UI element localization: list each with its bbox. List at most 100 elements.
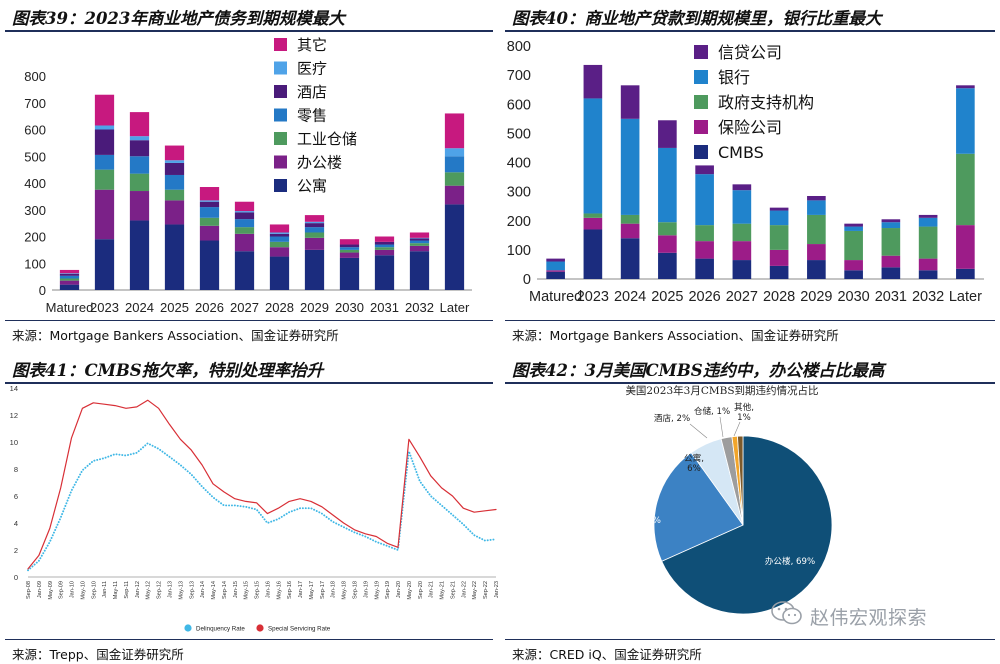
bar-segment	[807, 200, 826, 215]
legend-swatch	[274, 61, 287, 75]
bar-segment	[94, 129, 115, 155]
x-tick-label: 2028	[265, 300, 294, 315]
y-tick-label: 300	[507, 185, 531, 201]
title-rule	[5, 30, 493, 32]
pie-label: 仓储, 1%	[694, 405, 730, 417]
panel-title: 图表41：CMBS拖欠率，特别处理率抬升	[12, 361, 324, 380]
bar-segment	[844, 260, 863, 271]
bar-segment	[59, 278, 80, 281]
x-tick-label: 2032	[912, 289, 944, 305]
bar-segment	[918, 226, 938, 259]
legend-swatch	[694, 145, 708, 159]
bar-segment	[769, 265, 789, 279]
x-tick-label: May-21	[440, 581, 446, 600]
source-text: 来源：Mortgage Bankers Association、国金证券研究所	[12, 328, 339, 343]
bar-segment	[583, 217, 603, 230]
bar-segment	[129, 112, 150, 137]
title-rule	[505, 30, 995, 32]
bar-segment	[339, 244, 360, 248]
y-tick-label: 600	[507, 97, 531, 113]
x-tick-label: May-12	[146, 581, 152, 600]
bar-segment	[956, 225, 975, 269]
legend-swatch	[274, 179, 287, 192]
bar-segment	[129, 220, 150, 290]
bar-segment	[620, 238, 640, 279]
bar-segment	[409, 232, 430, 238]
x-tick-label: May-17	[309, 581, 315, 600]
y-tick-label: 2	[14, 546, 18, 555]
bar-segment	[444, 172, 465, 186]
bar-segment	[129, 136, 150, 141]
panel-cmbs-default-pie: 图表42：3月美国CMBS违约中，办公楼占比最高 美国2023年3月CMBS到期…	[500, 355, 1000, 664]
x-tick-label: Jan-19	[363, 581, 369, 598]
bar-segment	[807, 195, 826, 201]
legend-label: CMBS	[718, 143, 764, 162]
source-rule	[5, 320, 493, 321]
bar-segment	[658, 252, 677, 279]
x-tick-label: Jan-17	[298, 581, 304, 598]
bar-segment	[199, 187, 220, 201]
pie-label: 零售, 22%	[619, 514, 661, 526]
x-tick-label: 2030	[335, 300, 364, 315]
bar-segment	[546, 271, 565, 279]
pie-slice	[661, 435, 833, 615]
x-tick-label: May-19	[374, 581, 380, 600]
bar-segment	[444, 148, 465, 157]
legend-swatch	[694, 120, 708, 134]
bar-segment	[339, 252, 360, 258]
x-tick-label: 2031	[370, 300, 399, 315]
x-tick-label: 2029	[300, 300, 329, 315]
y-tick-label: 100	[507, 243, 531, 259]
legend-label: 政府支持机构	[718, 93, 814, 112]
watermark-text: 赵伟宏观探索	[810, 607, 928, 629]
bar-segment	[695, 241, 714, 259]
bar-segment	[732, 223, 752, 242]
bar-segment	[304, 227, 325, 233]
bar-segment	[807, 214, 826, 245]
legend-swatch	[274, 155, 287, 169]
x-tick-label: Jan-13	[167, 581, 173, 598]
bar-segment	[59, 280, 80, 285]
bar-segment	[918, 214, 938, 218]
bar-segment	[444, 156, 465, 173]
bar-segment	[94, 94, 115, 126]
x-tick-label: Sep-15	[255, 581, 261, 599]
x-tick-label: May-18	[342, 581, 348, 600]
bar-segment	[695, 165, 714, 175]
bar-segment	[881, 255, 901, 268]
bar-segment	[409, 243, 430, 246]
legend-label: 公寓	[297, 177, 327, 195]
bar-segment	[769, 210, 789, 226]
bar-segment	[269, 256, 290, 290]
x-tick-label: Jan-23	[494, 581, 500, 598]
x-tick-label: Sep-19	[385, 581, 391, 599]
bar-segment	[807, 244, 826, 261]
bar-segment	[769, 207, 789, 211]
x-tick-label: 2023	[90, 300, 119, 315]
bar-segment	[269, 241, 290, 248]
bar-segment	[844, 270, 863, 279]
y-tick-label: 10	[10, 438, 18, 447]
wechat-icon	[771, 601, 802, 625]
bar-segment	[956, 88, 975, 154]
bar-segment	[769, 225, 789, 250]
x-tick-label: May-13	[178, 581, 184, 600]
bar-segment	[304, 237, 325, 250]
x-tick-label: Jan-12	[135, 581, 141, 598]
bar-segment	[409, 245, 430, 252]
bar-segment	[620, 85, 640, 119]
legend-label: 银行	[718, 68, 750, 87]
x-tick-label: Sep-12	[157, 581, 163, 599]
bar-segment	[304, 223, 325, 228]
bar-segment	[409, 240, 430, 244]
y-tick-label: 400	[507, 156, 531, 172]
bar-segment	[199, 240, 220, 290]
legend-swatch	[694, 95, 708, 109]
bar-segment	[304, 249, 325, 290]
y-tick-label: 600	[24, 123, 46, 138]
bar-segment	[339, 239, 360, 245]
x-tick-label: Jan-22	[461, 581, 467, 598]
x-tick-label: Sep-08	[26, 581, 32, 599]
bar-segment	[234, 233, 255, 252]
bar-segment	[844, 226, 863, 231]
